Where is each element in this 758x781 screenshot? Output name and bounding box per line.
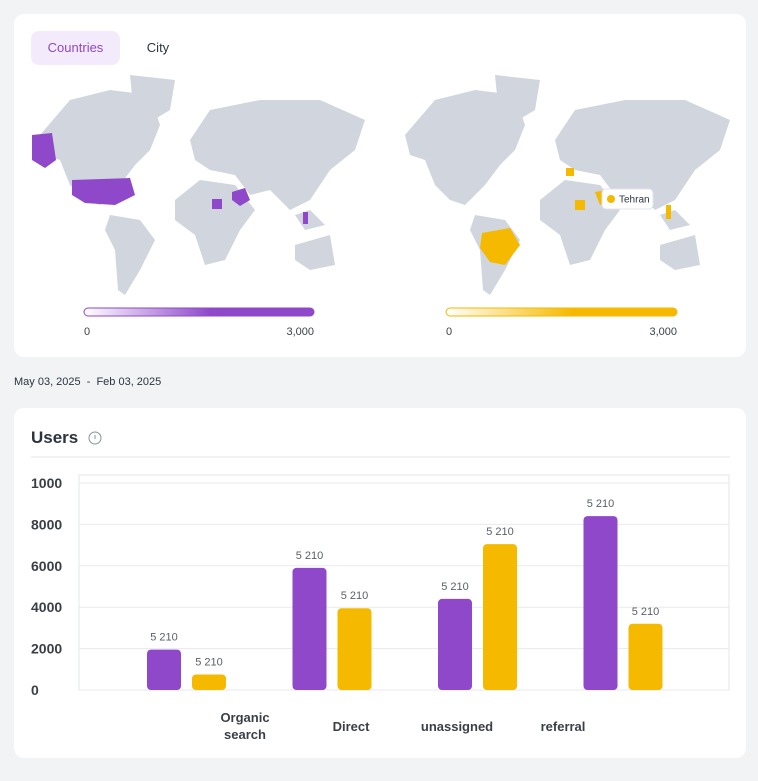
y-tick-label: 8000: [31, 516, 62, 532]
date-start: May 03, 2025: [14, 376, 81, 388]
scale-max: 3,000: [286, 326, 314, 338]
tab-city[interactable]: City: [146, 40, 170, 55]
y-tick-label: 4000: [31, 599, 62, 615]
maps: Tehran: [32, 75, 730, 317]
bar-label: 5 210: [486, 526, 514, 538]
bar: [192, 674, 226, 690]
bar-label: 5 210: [441, 581, 469, 593]
y-tick-label: 6000: [31, 558, 62, 574]
tab-countries[interactable]: Countries: [31, 31, 120, 65]
bar-label: 5 210: [296, 550, 324, 562]
bar: [438, 598, 472, 690]
y-tick-label: 1000: [31, 475, 62, 491]
x-tick-label: referral: [540, 719, 586, 734]
bar: [147, 649, 181, 690]
scale-min: 0: [84, 326, 91, 338]
bar-label: 5 210: [632, 606, 660, 618]
bar-label: 5 210: [195, 656, 223, 668]
date-separator: -: [86, 376, 91, 388]
y-tick-label: 2000: [31, 641, 62, 657]
bar-label: 5 210: [150, 632, 178, 644]
date-end: Feb 03, 2025: [96, 376, 162, 388]
scale-max: 3,000: [649, 326, 677, 338]
bar-label: 5 210: [341, 590, 369, 602]
x-tick-label: Organic search: [220, 710, 270, 742]
bar: [628, 623, 663, 690]
users-card: [14, 408, 746, 758]
chart-title: Users: [31, 428, 78, 447]
x-tick-label: Direct: [332, 719, 370, 734]
date-range: May 03, 2025 - Feb 03, 2025: [14, 376, 161, 388]
bar: [292, 567, 327, 690]
map-tooltip: Tehran: [619, 195, 650, 206]
scale-min: 0: [446, 326, 453, 338]
bar-label: 5 210: [587, 498, 615, 510]
bar: [583, 516, 618, 690]
y-tick-label: 0: [31, 682, 39, 698]
bar: [483, 544, 517, 690]
bar: [337, 608, 372, 690]
x-tick-label: unassigned: [420, 719, 494, 734]
